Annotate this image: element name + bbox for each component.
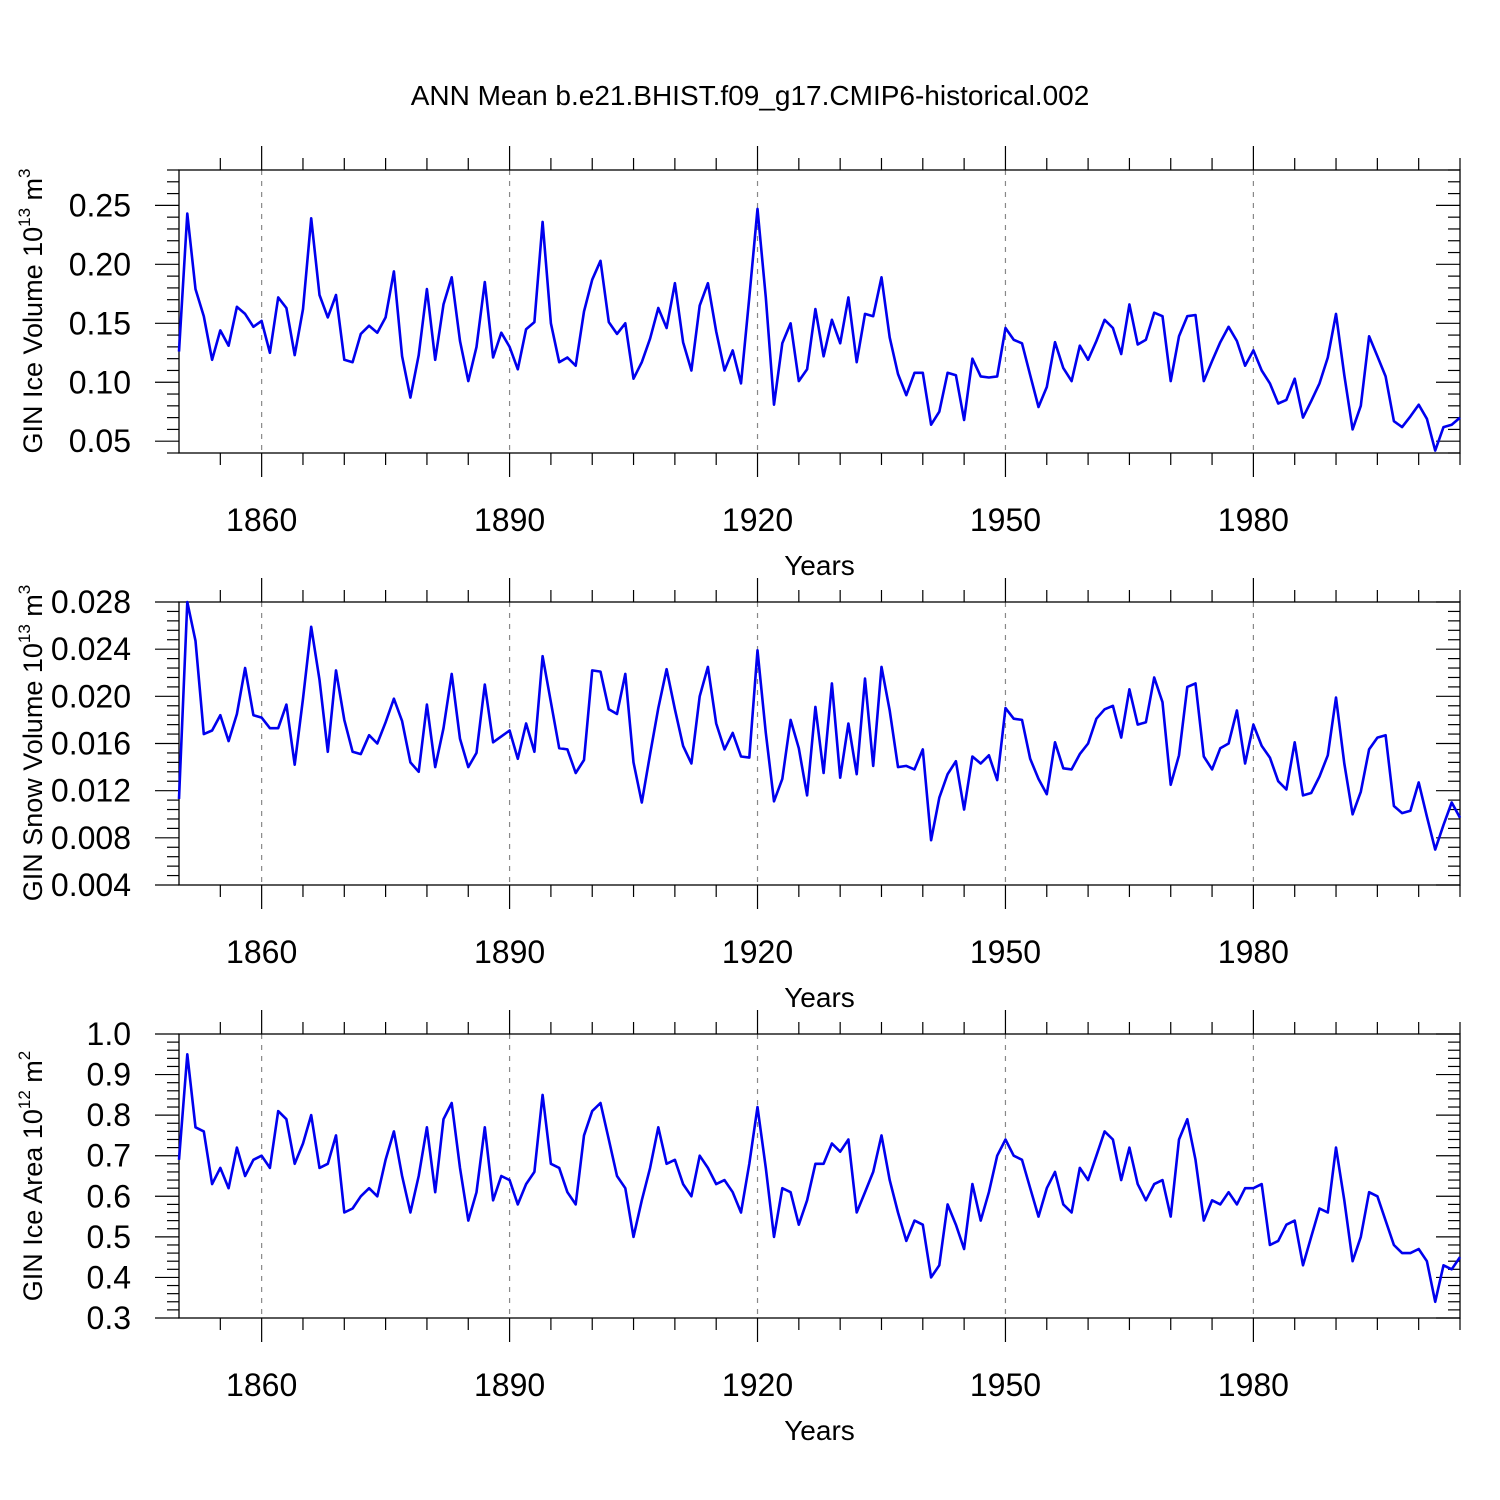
y-tick-label: 0.15 [69, 305, 131, 341]
series-line [177, 207, 1461, 452]
plot-frame [178, 1033, 1461, 1319]
x-tick-label: 1980 [1218, 934, 1289, 970]
panel-snow-volume: 1860 1890 1920 1950 1980 Years 0.004 0.008 0.012… [15, 578, 1462, 1013]
y-tick-label: 0.008 [51, 820, 131, 856]
y-tick-label: 0.028 [51, 584, 131, 620]
y-axis-label: GIN Snow Volume 1013 m3 [15, 585, 48, 902]
y-tick-label: 0.10 [69, 364, 131, 400]
x-tick-label: 1950 [970, 934, 1041, 970]
y-tick-label: 0.016 [51, 726, 131, 762]
y-tick-label: 0.8 [87, 1097, 131, 1133]
x-tick-label: 1980 [1218, 1367, 1289, 1403]
y-tick-label: 0.7 [87, 1138, 131, 1174]
x-tick-label: 1920 [722, 1367, 793, 1403]
y-tick-label: 0.024 [51, 631, 131, 667]
y-tick-label: 0.012 [51, 773, 131, 809]
x-tick-label: 1950 [970, 1367, 1041, 1403]
panel-ice-volume: 1860 1890 1920 1950 1980 Years 0.05 0.10 0.15 0.2… [15, 146, 1461, 581]
x-axis-label: Years [784, 982, 855, 1013]
x-tick-label: 1860 [226, 1367, 297, 1403]
y-tick-label: 0.05 [69, 423, 131, 459]
x-tick-label: 1890 [474, 502, 545, 538]
x-tick-label: 1890 [474, 934, 545, 970]
y-tick-label: 0.20 [69, 246, 131, 282]
x-tick-label: 1860 [226, 502, 297, 538]
y-tick-label: 1.0 [87, 1016, 131, 1052]
figure-title: ANN Mean b.e21.BHIST.f09_g17.CMIP6-histo… [410, 80, 1090, 111]
x-tick-label: 1890 [474, 1367, 545, 1403]
panel-ice-area: 1860 1890 1920 1950 1980 Years 0.3 0.4 0.5 0.6 0.7… [15, 1010, 1462, 1446]
x-tick-label: 1950 [970, 502, 1041, 538]
x-tick-label: 1980 [1218, 502, 1289, 538]
x-tick-label: 1860 [226, 934, 297, 970]
x-tick-label: 1920 [722, 502, 793, 538]
y-tick-label: 0.9 [87, 1057, 131, 1093]
y-tick-label: 0.4 [87, 1259, 131, 1295]
series-line [177, 600, 1462, 851]
y-axis-label: GIN Ice Area 1012 m2 [15, 1051, 48, 1302]
y-tick-label: 0.25 [69, 187, 131, 223]
y-tick-label: 0.6 [87, 1178, 131, 1214]
x-axis-label: Years [784, 1415, 855, 1446]
y-tick-label: 0.5 [87, 1219, 131, 1255]
y-tick-label: 0.004 [51, 867, 131, 903]
x-axis-label: Years [784, 550, 855, 581]
plot-frame [178, 169, 1461, 454]
y-tick-label: 0.3 [87, 1300, 131, 1336]
x-tick-label: 1920 [722, 934, 793, 970]
y-tick-label: 0.020 [51, 678, 131, 714]
y-axis-label: GIN Ice Volume 1013 m3 [15, 168, 48, 453]
series-line [177, 1053, 1462, 1304]
